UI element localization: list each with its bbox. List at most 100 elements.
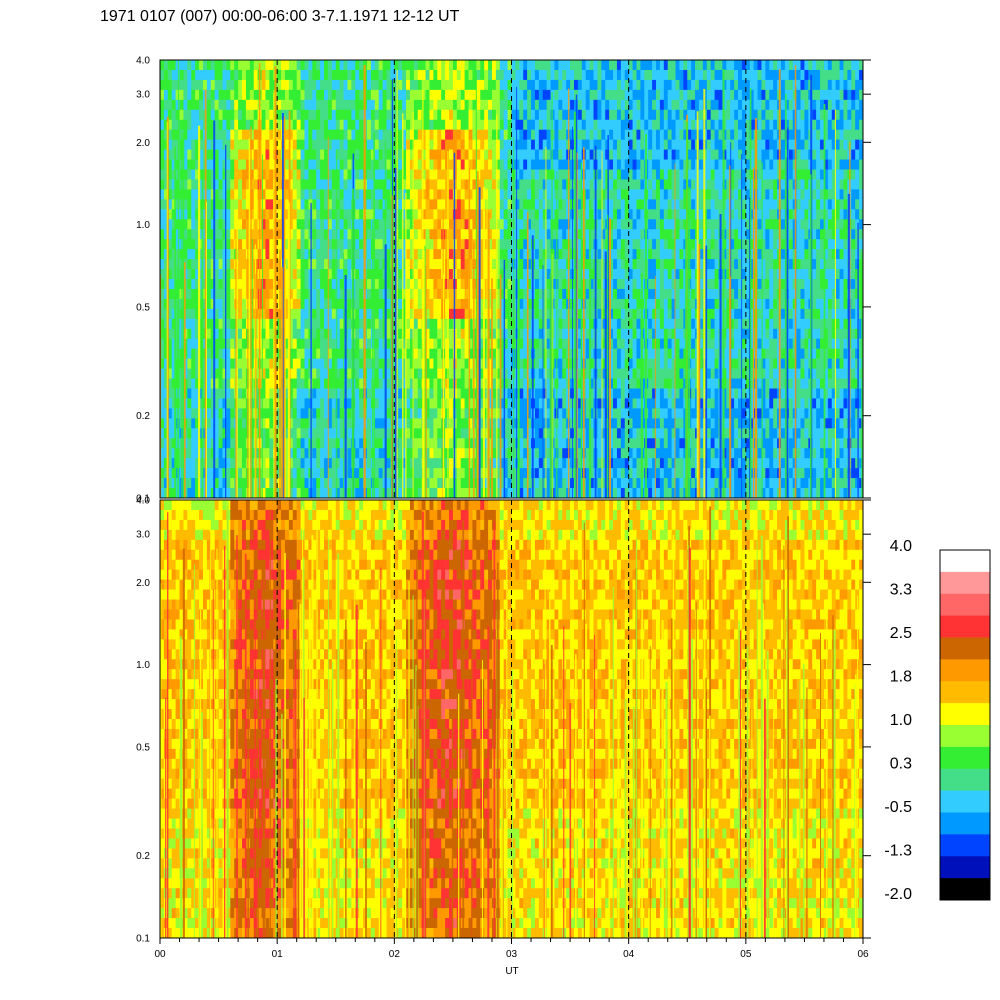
heatmap-cell [300,109,305,121]
heatmap-cell [261,318,266,330]
heatmap-cell [238,179,243,190]
heatmap-cell [503,119,508,130]
heatmap-cell [386,378,391,389]
heatmap-cell [234,79,239,91]
heatmap-cell [538,438,544,449]
heatmap-cell [546,438,551,449]
heatmap-cell [503,219,508,230]
heatmap-cell [218,378,223,389]
heatmap-cell [398,368,403,379]
heatmap-cell [191,189,196,200]
heatmap-cell [355,119,360,130]
heatmap-cell [269,398,274,409]
heatmap-cell [312,229,317,240]
heatmap-cell [308,189,313,200]
heatmap-cell [284,139,290,150]
heatmap-cell [398,328,403,340]
heatmap-cell [472,169,477,180]
heatmap-cell [550,79,555,91]
heatmap-cell [304,89,309,101]
heatmap-cell [546,388,551,399]
heatmap-cell [359,109,364,121]
heatmap-cell [441,189,446,200]
heatmap-cell [214,219,219,230]
heatmap-cell [593,109,598,121]
heatmap-cell [488,259,493,270]
heatmap-cell [210,89,215,101]
heatmap-cell [546,478,551,489]
heatmap-cell [421,219,426,230]
heatmap-cell [335,428,340,439]
heatmap-cell [382,169,387,180]
heatmap-cell [495,169,501,180]
heatmap-cell [597,328,602,340]
heatmap-cell [488,119,493,130]
heatmap-cell [324,79,329,91]
heatmap-cell [531,60,536,71]
heatmap-cell [222,418,227,429]
heatmap-cell [359,229,364,240]
heatmap-cell [238,149,243,160]
heatmap-cell [160,428,165,439]
heatmap-cell [242,139,247,150]
heatmap-cell [507,279,512,290]
heatmap-cell [382,89,387,101]
heatmap-cell [320,139,325,150]
heatmap-cell [171,408,176,419]
heatmap-cell [269,229,274,240]
heatmap-cell [413,209,419,220]
heatmap-cell [527,259,532,270]
heatmap-cell [425,388,430,399]
heatmap-cell [445,368,450,379]
heatmap-cell [199,398,204,409]
heatmap-cell [488,488,493,499]
heatmap-cell [191,408,196,419]
heatmap-cell [265,468,270,479]
heatmap-cell [183,89,188,101]
heatmap-cell [425,358,430,369]
heatmap-cell [523,448,528,459]
heatmap-cell [269,348,274,359]
heatmap-cell [386,169,391,180]
heatmap-cell [425,119,430,130]
heatmap-cell [531,169,536,180]
heatmap-cell [386,159,391,170]
heatmap-cell [597,179,602,190]
heatmap-cell [558,279,563,290]
heatmap-cell [527,368,532,379]
heatmap-cell [167,368,173,379]
heatmap-cell [222,328,227,340]
heatmap-cell [425,229,430,240]
heatmap-cell [546,398,551,409]
heatmap-cell [288,189,294,200]
heatmap-cell [413,69,419,81]
heatmap-cell [406,99,411,111]
heatmap-cell [413,478,419,489]
heatmap-cell [386,179,391,190]
heatmap-cell [480,139,485,150]
heatmap-cell [577,378,583,389]
heatmap-cell [230,99,235,111]
heatmap-cell [206,408,212,419]
heatmap-cell [292,259,297,270]
heatmap-cell [214,199,219,210]
heatmap-cell [433,378,438,389]
heatmap-cell [456,488,462,499]
heatmap-cell [261,468,266,479]
heatmap-cell [370,298,376,310]
heatmap-cell [187,318,192,330]
heatmap-cell [210,338,215,349]
heatmap-cell [558,488,563,499]
heatmap-cell [589,378,594,389]
heatmap-cell [320,69,325,81]
heatmap-cell [499,169,504,180]
heatmap-cell [445,428,450,439]
heatmap-cell [386,149,391,160]
heatmap-cell [284,368,290,379]
heatmap-cell [449,478,454,489]
heatmap-cell [597,398,602,409]
heatmap-cell [218,89,223,101]
heatmap-cell [226,139,231,150]
heatmap-cell [230,219,235,230]
heatmap-cell [206,219,212,230]
